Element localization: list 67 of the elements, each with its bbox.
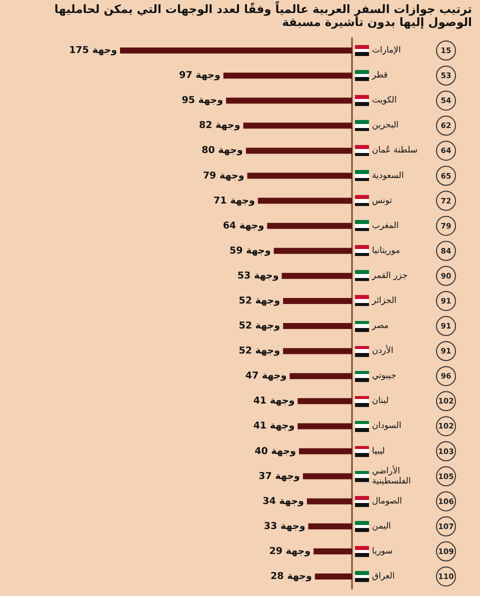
bar bbox=[282, 272, 352, 279]
bar bbox=[290, 373, 352, 380]
bar bbox=[314, 573, 352, 580]
y-tick-label: قطر bbox=[371, 70, 388, 81]
data-label: 175 وجهة bbox=[69, 45, 118, 56]
y-tick-label: جزر القمر bbox=[371, 270, 408, 281]
y-tick-label: الأردن bbox=[372, 344, 394, 356]
data-label: 52 وجهة bbox=[238, 295, 280, 306]
data-label: 29 وجهة bbox=[269, 546, 311, 557]
data-label: 40 وجهة bbox=[254, 446, 296, 457]
bar bbox=[298, 448, 352, 454]
bar bbox=[247, 172, 352, 179]
y-tick-label: السعودية bbox=[372, 170, 404, 181]
data-label: 52 وجهة bbox=[238, 320, 280, 332]
data-label: 41 وجهة bbox=[253, 396, 295, 407]
data-label: 41 وجهة bbox=[253, 420, 295, 432]
data-label: 97 وجهة bbox=[179, 70, 220, 82]
y-tick-label: العراق bbox=[372, 571, 395, 582]
data-label: 82 وجهة bbox=[198, 120, 240, 132]
bar bbox=[120, 48, 352, 54]
bar bbox=[283, 348, 352, 354]
y-tick-label: مصر bbox=[371, 321, 389, 332]
bar bbox=[298, 398, 352, 404]
chart-title: ترتيب جوازات السفر العربية عالمياً وفقًا لعدد الوجهات التي يمكن لحامليها الوصول إليها بدون تأشيرة مسبقة bbox=[53, 2, 472, 29]
bar bbox=[267, 222, 352, 229]
bar bbox=[283, 323, 352, 330]
y-tick-label: الجزائر bbox=[371, 296, 397, 306]
data-label: 28 وجهة bbox=[270, 570, 312, 582]
data-label: 64 وجهة bbox=[222, 220, 264, 232]
bar bbox=[314, 548, 352, 554]
data-label: 71 وجهة bbox=[214, 195, 255, 206]
y-tick-label: تونس bbox=[372, 196, 393, 206]
bar bbox=[258, 198, 352, 204]
data-label: 53 وجهة bbox=[237, 270, 279, 282]
bar bbox=[246, 148, 352, 154]
bar bbox=[308, 523, 352, 530]
y-tick-label: سلطنة عُمان bbox=[372, 144, 418, 156]
bar bbox=[302, 473, 352, 480]
y-tick-label: البحرين bbox=[372, 120, 399, 131]
data-label: 95 وجهة bbox=[182, 95, 224, 106]
bar bbox=[298, 423, 352, 430]
data-label: 52 وجهة bbox=[238, 346, 280, 357]
y-tick-label: ليبيا bbox=[372, 446, 385, 456]
bar bbox=[223, 72, 352, 79]
bar bbox=[283, 298, 352, 304]
bar bbox=[243, 122, 352, 129]
y-tick-label: موريتانيا bbox=[372, 246, 400, 256]
y-tick-label: لبنان bbox=[372, 396, 389, 406]
data-label: 59 وجهة bbox=[229, 245, 271, 256]
y-tick-label: المغرب bbox=[372, 220, 399, 231]
data-label: 80 وجهة bbox=[202, 145, 244, 156]
data-label: 33 وجهة bbox=[264, 520, 306, 532]
data-label: 47 وجهة bbox=[245, 370, 287, 382]
bar bbox=[274, 248, 352, 254]
y-tick-label: السودان bbox=[372, 421, 402, 432]
y-tick-label: سوريا bbox=[372, 546, 393, 556]
y-tick-label: الكويت bbox=[372, 96, 397, 106]
bar bbox=[306, 498, 352, 504]
y-tick-label: جيبوتي bbox=[372, 371, 396, 382]
data-label: 34 وجهة bbox=[262, 496, 304, 507]
y-tick-label: اليمن bbox=[372, 521, 391, 532]
y-tick-label: الأراضي الفلسطينية bbox=[372, 464, 411, 486]
data-label: 79 وجهة bbox=[202, 170, 244, 182]
y-tick-label: الصومال bbox=[372, 496, 402, 506]
data-label: 37 وجهة bbox=[258, 470, 300, 482]
y-tick-label: الإمارات bbox=[372, 46, 401, 56]
bar bbox=[226, 98, 352, 104]
